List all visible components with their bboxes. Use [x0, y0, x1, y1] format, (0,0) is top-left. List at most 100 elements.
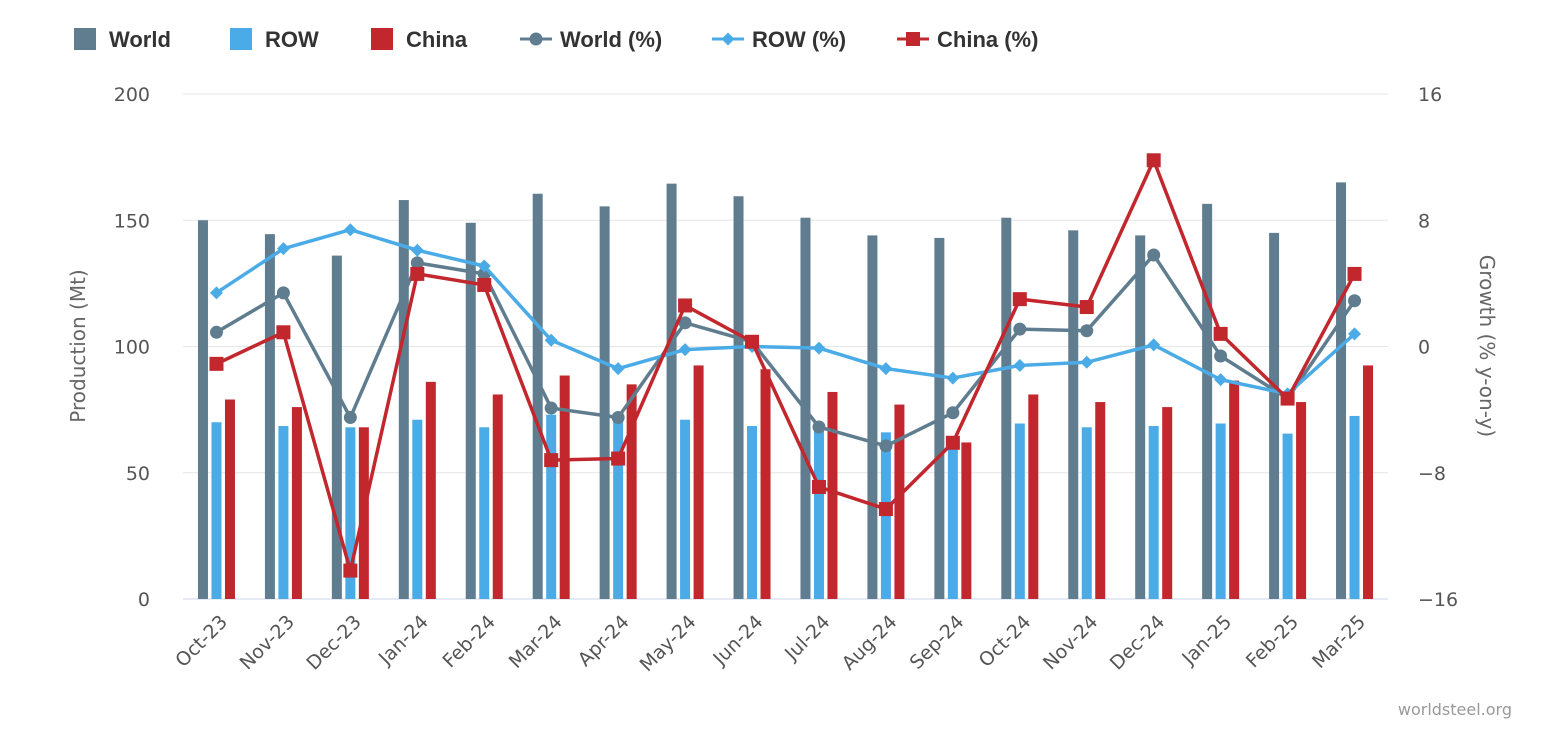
bar-row[interactable] — [345, 427, 356, 599]
bar-china[interactable] — [1028, 394, 1039, 599]
marker-row[interactable] — [410, 243, 424, 257]
bar-row[interactable] — [546, 414, 557, 599]
bar-world[interactable] — [532, 193, 543, 600]
marker-china[interactable] — [410, 266, 425, 281]
marker-row[interactable] — [276, 242, 290, 256]
legend-marker[interactable] — [529, 32, 543, 46]
line-china[interactable] — [215, 158, 1357, 573]
marker-world[interactable] — [1214, 349, 1228, 363]
bar-row[interactable] — [1081, 427, 1092, 599]
bar-world[interactable] — [1336, 182, 1347, 599]
marker-world[interactable] — [276, 286, 290, 300]
bar-row[interactable] — [613, 417, 624, 599]
bar-world[interactable] — [264, 234, 275, 599]
bar-row[interactable] — [412, 419, 423, 599]
marker-row[interactable] — [812, 341, 826, 355]
bar-row[interactable] — [813, 424, 824, 599]
bar-china[interactable] — [1296, 402, 1307, 599]
bar-row[interactable] — [1282, 433, 1293, 599]
marker-row[interactable] — [611, 362, 625, 376]
bar-row[interactable] — [1215, 423, 1226, 599]
marker-row[interactable] — [1080, 355, 1094, 369]
marker-row[interactable] — [477, 259, 491, 273]
bar-row[interactable] — [278, 426, 289, 599]
legend-item-world[interactable]: World (%) — [520, 27, 662, 52]
bar-china[interactable] — [559, 375, 570, 599]
legend-marker[interactable] — [721, 32, 735, 46]
bar-row[interactable] — [1014, 423, 1025, 599]
marker-china[interactable] — [678, 298, 693, 313]
marker-row[interactable] — [544, 333, 558, 347]
marker-china[interactable] — [1280, 391, 1295, 406]
bar-china[interactable] — [693, 365, 704, 599]
bar-china[interactable] — [1095, 402, 1106, 599]
bar-china[interactable] — [1162, 407, 1173, 599]
bar-row[interactable] — [680, 419, 691, 599]
legend-item-china[interactable]: China (%) — [897, 27, 1038, 52]
marker-china[interactable] — [1079, 300, 1094, 315]
marker-row[interactable] — [946, 371, 960, 385]
bar-row[interactable] — [211, 422, 222, 599]
bar-china[interactable] — [224, 399, 235, 599]
legend-item-china[interactable]: China — [371, 27, 468, 52]
bar-world[interactable] — [1202, 203, 1213, 599]
bar-row[interactable] — [479, 427, 490, 599]
marker-china[interactable] — [276, 325, 291, 340]
marker-china[interactable] — [477, 277, 492, 292]
bar-china[interactable] — [760, 369, 771, 599]
marker-world[interactable] — [544, 401, 558, 415]
marker-world[interactable] — [1348, 294, 1362, 308]
marker-world[interactable] — [410, 256, 424, 270]
marker-row[interactable] — [1147, 338, 1161, 352]
marker-china[interactable] — [878, 502, 893, 517]
bar-china[interactable] — [1363, 365, 1374, 599]
bar-china[interactable] — [291, 407, 302, 599]
marker-world[interactable] — [946, 406, 960, 420]
marker-row[interactable] — [1013, 358, 1027, 372]
marker-row[interactable] — [343, 223, 357, 237]
marker-china[interactable] — [209, 356, 224, 371]
bar-china[interactable] — [961, 442, 972, 599]
marker-world[interactable] — [879, 439, 893, 453]
bar-world[interactable] — [465, 222, 476, 599]
marker-row[interactable] — [678, 343, 692, 357]
line-world[interactable] — [215, 253, 1356, 448]
bar-world[interactable] — [666, 183, 677, 599]
bar-china[interactable] — [492, 394, 503, 599]
marker-china[interactable] — [745, 334, 760, 349]
bar-china[interactable] — [425, 381, 436, 599]
legend-item-world[interactable]: World — [74, 27, 171, 52]
marker-world[interactable] — [812, 420, 826, 434]
bar-world[interactable] — [1068, 230, 1079, 599]
marker-world[interactable] — [1013, 322, 1027, 336]
bar-world[interactable] — [398, 200, 409, 600]
marker-world[interactable] — [678, 316, 692, 330]
marker-china[interactable] — [1347, 266, 1362, 281]
marker-row[interactable] — [1348, 327, 1362, 341]
marker-china[interactable] — [811, 479, 826, 494]
bar-world[interactable] — [599, 206, 610, 600]
line-row[interactable] — [215, 227, 1356, 396]
bar-china[interactable] — [626, 384, 637, 599]
marker-china[interactable] — [1213, 326, 1228, 341]
legend-item-row[interactable]: ROW (%) — [712, 27, 846, 52]
marker-row[interactable] — [1214, 373, 1228, 387]
bar-row[interactable] — [747, 426, 758, 599]
marker-world[interactable] — [343, 411, 357, 425]
bar-world[interactable] — [1001, 217, 1012, 599]
bar-world[interactable] — [331, 255, 342, 599]
marker-china[interactable] — [544, 453, 559, 468]
bar-row[interactable] — [947, 444, 958, 599]
bar-world[interactable] — [867, 235, 878, 599]
bar-world[interactable] — [1269, 232, 1280, 599]
marker-china[interactable] — [611, 451, 626, 466]
bar-row[interactable] — [1148, 426, 1159, 599]
marker-china[interactable] — [945, 435, 960, 450]
bar-row[interactable] — [1349, 415, 1360, 599]
marker-row[interactable] — [209, 286, 223, 300]
bar-world[interactable] — [1135, 235, 1146, 599]
bar-china[interactable] — [894, 404, 905, 599]
legend-marker[interactable] — [906, 32, 920, 46]
marker-world[interactable] — [1147, 248, 1161, 262]
bar-world[interactable] — [733, 196, 744, 599]
